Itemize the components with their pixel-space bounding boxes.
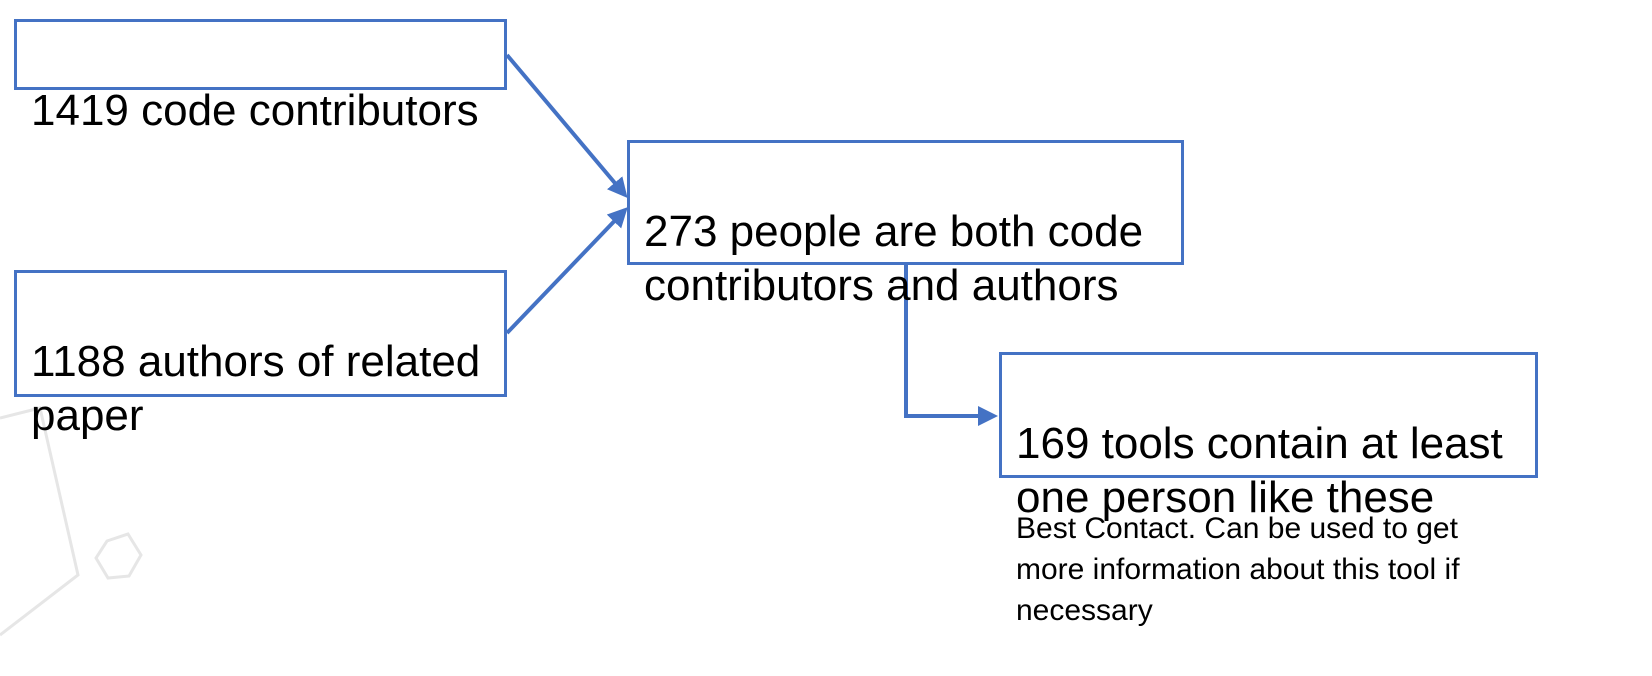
tools-with-such-person-label: 169 tools contain at least one person li… xyxy=(1016,419,1503,522)
paper-authors-label: 1188 authors of related paper xyxy=(31,337,481,440)
tools-with-such-person-box: 169 tools contain at least one person li… xyxy=(999,352,1538,522)
code-contributors-box: 1419 code contributors xyxy=(14,19,507,135)
arrow-contributors-to-both xyxy=(505,53,628,199)
small-hexagon-decoration xyxy=(94,532,143,580)
contributors-and-authors-box: 273 people are both code contributors an… xyxy=(627,140,1184,310)
arrow-authors-to-both xyxy=(505,207,628,335)
code-contributors-label: 1419 code contributors xyxy=(31,86,479,135)
paper-authors-box: 1188 authors of related paper xyxy=(14,270,507,440)
best-contact-note: Best Contact. Can be used to get more in… xyxy=(1016,512,1460,627)
contributors-and-authors-label: 273 people are both code contributors an… xyxy=(644,207,1144,310)
